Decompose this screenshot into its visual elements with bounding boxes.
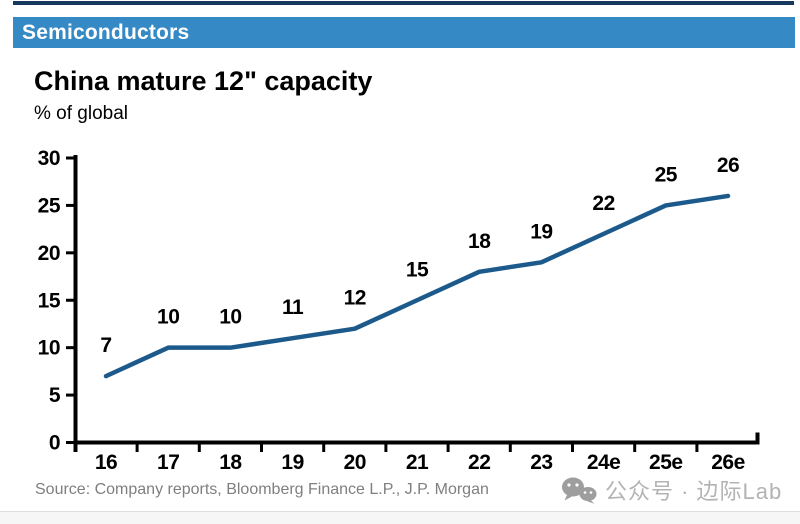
x-axis-label: 23: [530, 451, 552, 474]
watermark: 公众号 · 边际Lab: [560, 474, 782, 506]
axis: [73, 155, 760, 452]
data-point-label: 7: [100, 334, 111, 357]
y-axis-label: 0: [49, 432, 60, 455]
x-axis-label: 20: [344, 451, 366, 474]
y-axis-label: 15: [38, 289, 61, 312]
top-rule-divider: [13, 1, 794, 5]
section-banner-label: Semiconductors: [22, 20, 190, 44]
data-point-label: 26: [717, 154, 739, 177]
data-point-label: 10: [219, 306, 241, 329]
x-axis-label: 22: [468, 451, 490, 474]
watermark-label: 公众号 · 边际Lab: [605, 479, 783, 504]
x-axis-label: 26e: [711, 451, 745, 474]
chart-subtitle: % of global: [34, 103, 129, 124]
data-point-label: 25: [655, 163, 678, 186]
bottom-strip: [0, 511, 800, 524]
data-point-label: 19: [530, 220, 552, 243]
y-axis-label: 25: [38, 194, 61, 217]
series-line: [103, 193, 731, 379]
y-axis-label: 30: [38, 147, 60, 170]
data-point-label: 22: [592, 192, 614, 215]
x-axis-label: 24e: [587, 451, 621, 474]
source-note: Source: Company reports, Bloomberg Finan…: [35, 481, 489, 498]
wechat-icon: [562, 477, 597, 504]
x-axis-label: 21: [406, 451, 429, 474]
x-axis-label: 17: [157, 451, 179, 474]
x-axis-label: 18: [219, 451, 242, 474]
section-banner: Semiconductors: [13, 17, 795, 48]
x-axis-label: 19: [281, 451, 303, 474]
data-point-label: 15: [406, 258, 429, 281]
y-axis-label: 10: [38, 337, 60, 360]
data-point-label: 12: [344, 287, 366, 310]
x-axis-label: 16: [95, 451, 117, 474]
y-axis-label: 5: [49, 384, 61, 407]
chart-title: China mature 12" capacity: [34, 66, 373, 96]
data-point-label: 11: [282, 296, 304, 319]
data-point-label: 18: [468, 230, 491, 253]
y-axis-label: 20: [38, 242, 60, 265]
data-point-label: 10: [157, 306, 179, 329]
x-axis-label: 25e: [649, 451, 683, 474]
